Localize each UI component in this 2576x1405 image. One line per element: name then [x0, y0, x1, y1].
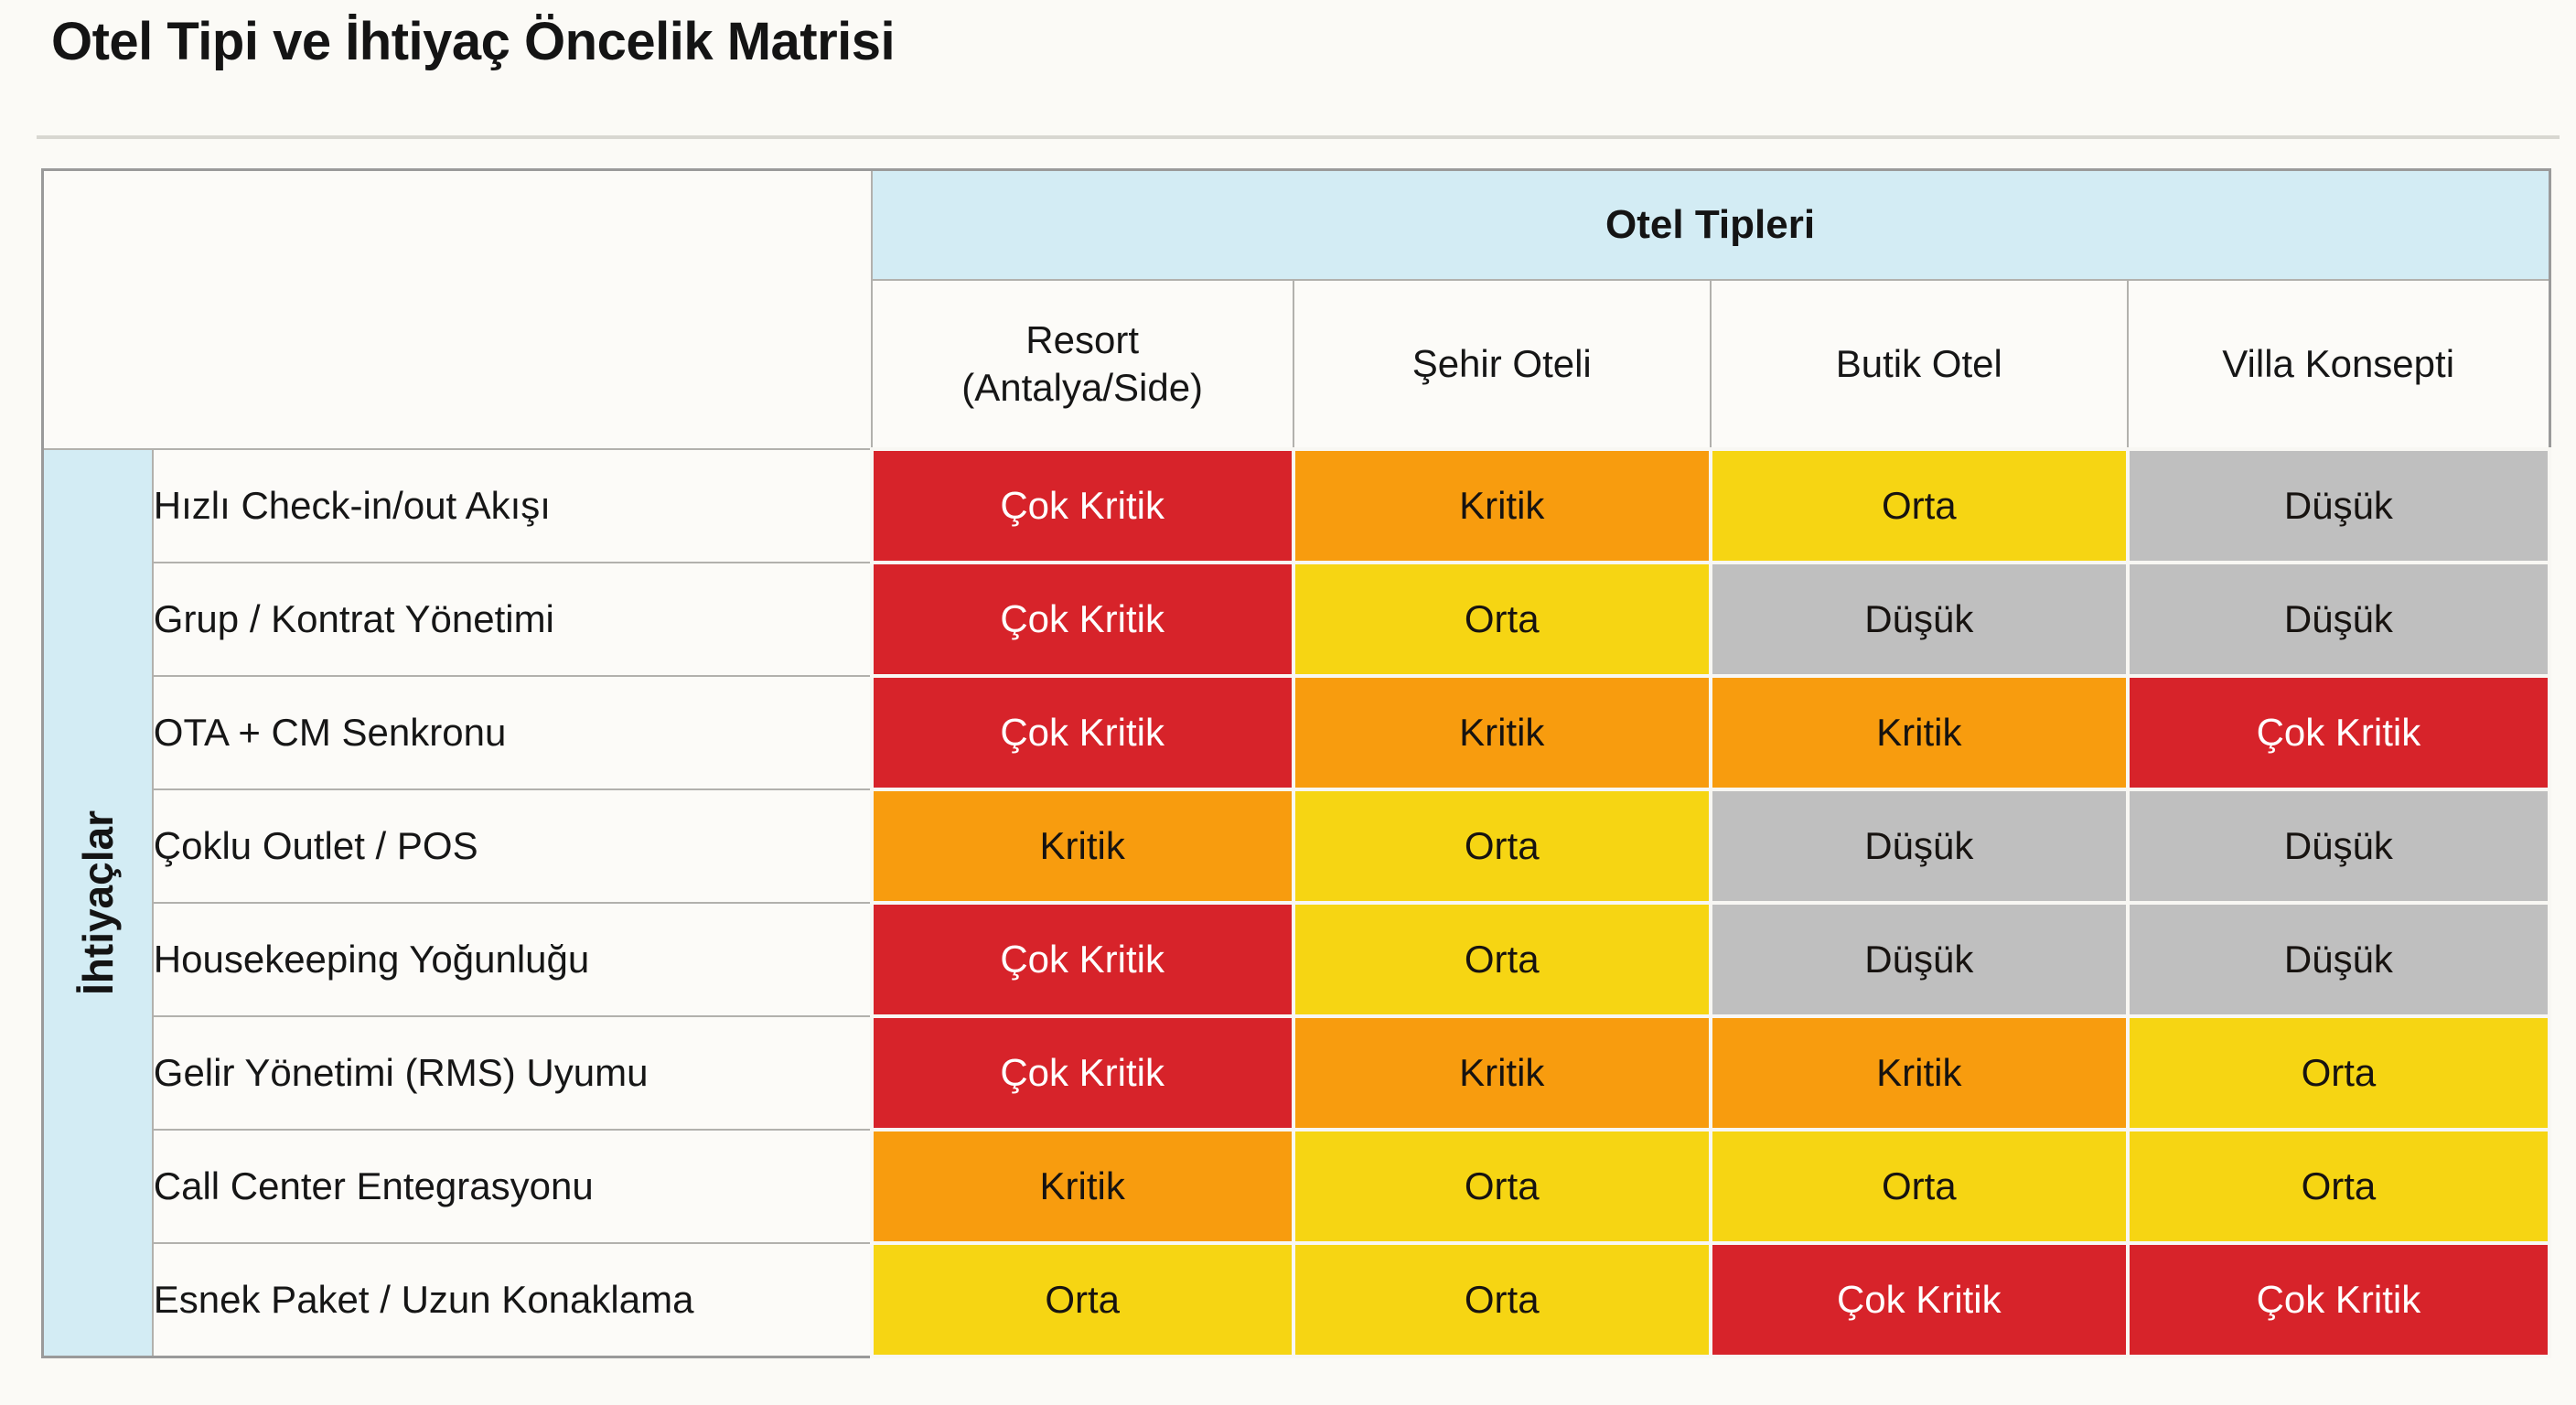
matrix-cell: Çok Kritik: [1708, 1241, 2130, 1358]
title-divider: [37, 135, 2560, 139]
page-title: Otel Tipi ve İhtiyaç Öncelik Matrisi: [51, 12, 896, 71]
column-header-villa-konsepti: Villa Konsepti: [2126, 279, 2551, 450]
row-label: Call Center Entegrasyonu: [151, 1129, 873, 1244]
matrix-cell: Orta: [1291, 1241, 1712, 1358]
matrix-cell: Kritik: [1708, 1014, 2130, 1132]
column-header-label: Butik Otel: [1835, 341, 2002, 385]
matrix-cell: Çok Kritik: [2125, 1241, 2552, 1358]
matrix-cell: Çok Kritik: [869, 674, 1295, 791]
matrix-row: Grup / Kontrat Yönetimi Çok Kritik Orta …: [43, 561, 2552, 678]
matrix-cell: Orta: [1708, 447, 2130, 564]
matrix-row: Housekeeping Yoğunluğu Çok Kritik Orta D…: [43, 901, 2552, 1018]
matrix-cell: Kritik: [869, 1128, 1295, 1245]
matrix-cell: Çok Kritik: [869, 901, 1295, 1018]
matrix-cell: Orta: [1291, 901, 1712, 1018]
row-label: Hızlı Check-in/out Akışı: [151, 448, 873, 563]
matrix-cell: Çok Kritik: [869, 561, 1295, 678]
matrix-cell: Kritik: [1291, 674, 1712, 791]
matrix-row: Esnek Paket / Uzun Konaklama Orta Orta Ç…: [43, 1241, 2552, 1358]
matrix-cell: Kritik: [1708, 674, 2130, 791]
matrix-cell: Düşük: [1708, 788, 2130, 905]
row-label: Çoklu Outlet / POS: [151, 788, 873, 904]
matrix-cell: Kritik: [1291, 1014, 1712, 1132]
matrix-cell: Kritik: [1291, 447, 1712, 564]
matrix-cell: Düşük: [2125, 901, 2552, 1018]
matrix-cell: Orta: [869, 1241, 1295, 1358]
matrix-row: Çoklu Outlet / POS Kritik Orta Düşük Düş…: [43, 788, 2552, 905]
row-label: Housekeeping Yoğunluğu: [151, 902, 873, 1017]
column-header-sehir-oteli: Şehir Oteli: [1292, 279, 1712, 450]
column-header-butik-otel: Butik Otel: [1709, 279, 2129, 450]
column-group-header-row: Otel Tipleri: [41, 168, 2551, 450]
matrix-cell: Orta: [1291, 1128, 1712, 1245]
column-group-header: Otel Tipleri: [870, 168, 2551, 281]
matrix-cell: Orta: [1708, 1128, 2130, 1245]
matrix-cell: Düşük: [2125, 447, 2552, 564]
matrix-cell: Düşük: [1708, 561, 2130, 678]
column-header-resort: Resort (Antalya/Side): [870, 279, 1294, 450]
matrix-cell: Çok Kritik: [2125, 674, 2552, 791]
column-header-label: Villa Konsepti: [2222, 341, 2455, 385]
row-label: Gelir Yönetimi (RMS) Uyumu: [151, 1015, 873, 1131]
row-label: Grup / Kontrat Yönetimi: [151, 562, 873, 677]
matrix-cell: Çok Kritik: [869, 1014, 1295, 1132]
matrix-cell: Orta: [2125, 1128, 2552, 1245]
row-group-header: İhtiyaçlar: [41, 448, 154, 1357]
corner-cell: [41, 168, 873, 450]
matrix-cell: Orta: [1291, 788, 1712, 905]
row-group-header-label: İhtiyaçlar: [73, 810, 122, 995]
matrix-row: Call Center Entegrasyonu Kritik Orta Ort…: [43, 1128, 2552, 1245]
column-header-row: Resort (Antalya/Side) Şehir Oteli Butik …: [43, 279, 2551, 450]
row-label: Esnek Paket / Uzun Konaklama: [151, 1242, 873, 1357]
matrix-cell: Düşük: [1708, 901, 2130, 1018]
matrix-cell: Çok Kritik: [869, 447, 1295, 564]
matrix-cell: Kritik: [869, 788, 1295, 905]
column-header-label: Şehir Oteli: [1411, 341, 1592, 385]
matrix-cell: Düşük: [2125, 561, 2552, 678]
matrix-row: Gelir Yönetimi (RMS) Uyumu Çok Kritik Kr…: [43, 1014, 2552, 1132]
row-label: OTA + CM Senkronu: [151, 675, 873, 790]
matrix-row: İhtiyaçlar Hızlı Check-in/out Akışı Çok …: [41, 447, 2552, 1357]
matrix-row: OTA + CM Senkronu Çok Kritik Kritik Krit…: [43, 674, 2552, 791]
matrix-cell: Orta: [2125, 1014, 2552, 1132]
matrix-cell: Orta: [1291, 561, 1712, 678]
matrix-cell: Düşük: [2125, 788, 2552, 905]
priority-matrix-table: Otel Tipleri Resort (Antalya/Side) Şehir…: [41, 168, 2552, 1358]
column-header-label: Resort (Antalya/Side): [961, 317, 1204, 410]
